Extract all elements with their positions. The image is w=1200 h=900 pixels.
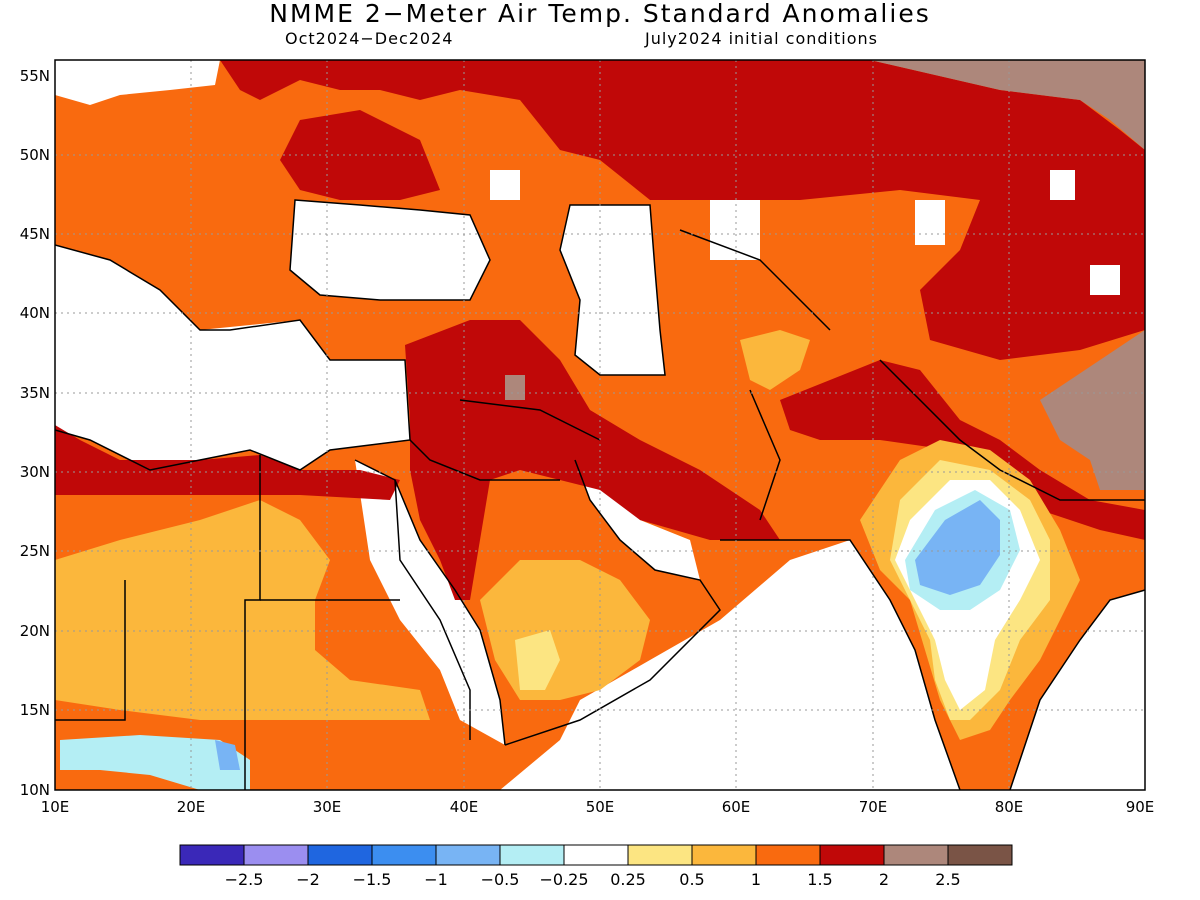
colorbar-swatch (947, 844, 1013, 866)
colorbar-label: 2.5 (935, 870, 960, 889)
colorbar-label: 1.5 (807, 870, 832, 889)
anomaly-africa-cool (60, 735, 250, 790)
black-sea (290, 200, 490, 300)
forecast-period: Oct2024−Dec2024 (285, 29, 454, 48)
lon-label: 20E (177, 798, 206, 816)
colorbar-label: 1 (751, 870, 761, 889)
bay-of-bengal (1010, 590, 1145, 790)
white-patch (915, 200, 945, 245)
colorbar-swatch (371, 844, 437, 866)
lon-label: 90E (1126, 798, 1155, 816)
red-sea (355, 460, 505, 745)
lat-label: 55N (20, 67, 50, 85)
coastlines (55, 199, 1145, 790)
white-patch (1090, 265, 1120, 295)
colorbar-label: −1.5 (353, 870, 392, 889)
lon-label: 50E (586, 798, 615, 816)
colorbar-swatch (563, 844, 629, 866)
lon-label: 10E (41, 798, 70, 816)
anomaly-ukraine (280, 110, 440, 200)
white-patch (1050, 170, 1075, 200)
anomaly-central-asia (740, 330, 810, 390)
colorbar-swatch (307, 844, 373, 866)
colorbar-label: −2.5 (225, 870, 264, 889)
lat-label: 25N (20, 542, 50, 560)
chart-title: NMME 2−Meter Air Temp. Standard Anomalie… (269, 0, 931, 28)
lon-label: 60E (722, 798, 751, 816)
lat-label: 30N (20, 463, 50, 481)
colorbar-label: −0.25 (539, 870, 588, 889)
lat-label: 20N (20, 622, 50, 640)
anomaly-north-russia (220, 60, 1145, 360)
gridlines (55, 60, 1145, 790)
anomaly-field (55, 60, 1145, 790)
colorbar: −2.5 −2 −1.5 −1 −0.5 −0.25 0.25 0.5 1 1.5 2 2.5 (179, 844, 1013, 889)
colorbar-swatch (755, 844, 821, 866)
colorbar-label: −1 (424, 870, 448, 889)
colorbar-label: 0.25 (610, 870, 646, 889)
lat-label: 50N (20, 146, 50, 164)
anomaly-tibet (870, 60, 1145, 150)
lon-axis: 10E 20E 30E 40E 50E 60E 70E 80E 90E (41, 798, 1155, 816)
white-patch (490, 170, 520, 200)
lat-label: 40N (20, 304, 50, 322)
lat-label: 10N (20, 781, 50, 799)
anomaly-spot (505, 375, 525, 400)
lat-label: 15N (20, 701, 50, 719)
anomaly-africa-cool-2 (215, 740, 240, 770)
lon-label: 30E (313, 798, 342, 816)
anomaly-himalaya (1040, 330, 1145, 490)
anomaly-india-cool (915, 500, 1000, 595)
anomaly-middle-east (405, 320, 780, 600)
colorbar-swatch (435, 844, 501, 866)
colorbar-swatch (691, 844, 757, 866)
lat-axis: 55N 50N 45N 40N 35N 30N 25N 20N 15N 10N (20, 67, 50, 799)
lon-label: 70E (859, 798, 888, 816)
initial-conditions: July2024 initial conditions (645, 29, 878, 48)
lat-label: 35N (20, 384, 50, 402)
map-frame (54, 59, 1146, 791)
colorbar-swatch (819, 844, 885, 866)
colorbar-swatch (243, 844, 309, 866)
caspian-sea (560, 205, 665, 375)
anomaly-sahel (55, 500, 430, 720)
colorbar-swatch (499, 844, 565, 866)
mediterranean-sea (55, 245, 410, 470)
anomaly-yemen (515, 630, 560, 690)
lon-label: 80E (995, 798, 1024, 816)
anomaly-north-africa (55, 425, 400, 500)
colorbar-label: −2 (296, 870, 320, 889)
lat-label: 45N (20, 225, 50, 243)
lon-label: 40E (450, 798, 479, 816)
arabian-sea (500, 540, 960, 790)
colorbar-swatch (179, 844, 245, 866)
colorbar-label: 0.5 (679, 870, 704, 889)
colorbar-label: −0.5 (481, 870, 520, 889)
colorbar-swatch (883, 844, 949, 866)
north-europe-white (55, 60, 220, 105)
colorbar-label: 2 (879, 870, 889, 889)
colorbar-swatch (627, 844, 693, 866)
